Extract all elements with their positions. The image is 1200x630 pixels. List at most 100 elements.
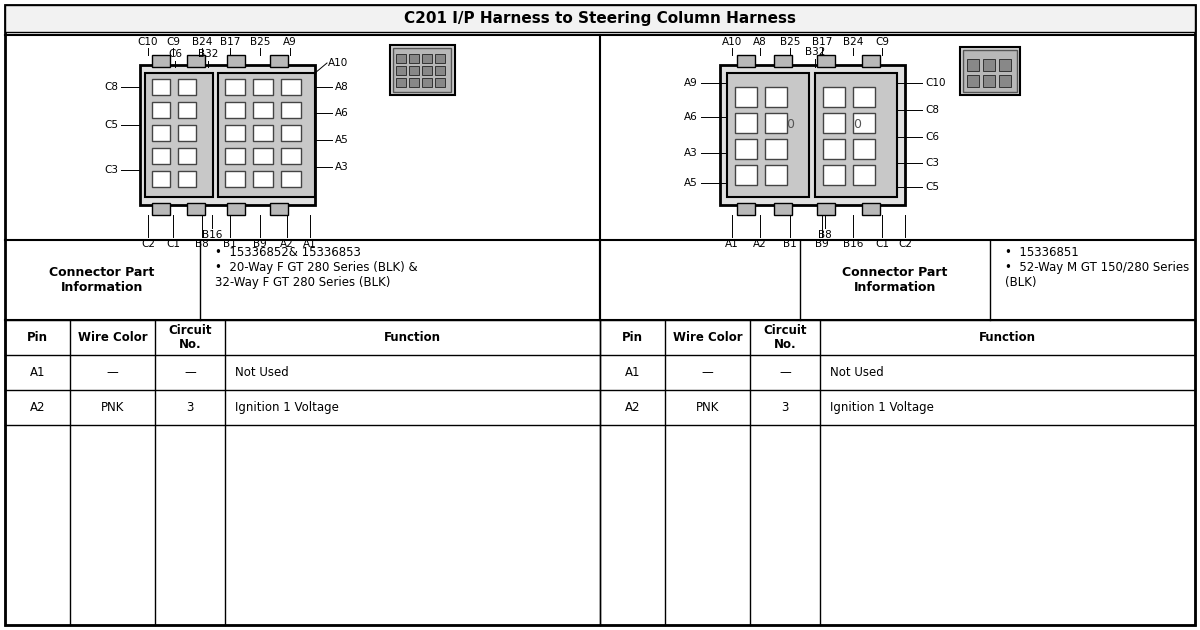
Text: A1: A1 <box>625 366 641 379</box>
Bar <box>281 148 301 164</box>
Bar <box>152 55 170 67</box>
Text: —: — <box>107 366 119 379</box>
Bar <box>766 87 787 107</box>
Text: C1: C1 <box>875 239 889 249</box>
Text: —: — <box>779 366 791 379</box>
Text: A1: A1 <box>304 239 317 249</box>
Bar <box>422 78 432 87</box>
Text: Function: Function <box>979 331 1036 344</box>
Bar <box>253 125 274 141</box>
Text: PNK: PNK <box>101 401 124 414</box>
Bar <box>817 203 835 215</box>
Bar <box>152 203 170 215</box>
Text: B1: B1 <box>223 239 236 249</box>
Bar <box>187 55 205 67</box>
Text: B8: B8 <box>818 230 832 240</box>
Bar <box>853 87 875 107</box>
Bar <box>281 125 301 141</box>
Bar <box>734 113 757 133</box>
Bar <box>964 50 1018 92</box>
Bar <box>152 102 170 118</box>
Text: C3: C3 <box>925 158 940 168</box>
Text: A9: A9 <box>283 37 296 47</box>
Text: C201 I/P Harness to Steering Column Harness: C201 I/P Harness to Steering Column Harn… <box>404 11 796 26</box>
Text: C5: C5 <box>104 120 118 130</box>
Bar <box>226 171 245 187</box>
Text: A5: A5 <box>335 135 349 145</box>
Bar <box>281 171 301 187</box>
Bar <box>853 165 875 185</box>
Text: C2: C2 <box>142 239 155 249</box>
Bar <box>390 45 455 95</box>
Text: A2: A2 <box>30 401 46 414</box>
Text: Not Used: Not Used <box>830 366 883 379</box>
Text: A10: A10 <box>328 58 348 68</box>
Text: A1: A1 <box>725 239 739 249</box>
Text: B32: B32 <box>805 47 826 57</box>
Text: A8: A8 <box>335 82 349 92</box>
Bar <box>152 79 170 95</box>
Bar <box>253 148 274 164</box>
Text: 0: 0 <box>853 118 862 132</box>
Text: A9: A9 <box>684 78 698 88</box>
Bar <box>720 65 905 205</box>
Text: PNK: PNK <box>696 401 719 414</box>
Bar <box>422 54 432 63</box>
Bar <box>967 75 979 87</box>
Bar <box>178 148 196 164</box>
Bar <box>853 139 875 159</box>
Bar <box>727 73 809 197</box>
Bar <box>862 203 880 215</box>
Bar <box>774 203 792 215</box>
Text: C10: C10 <box>925 78 946 88</box>
Bar <box>152 125 170 141</box>
Text: B17: B17 <box>220 37 240 47</box>
Bar <box>737 55 755 67</box>
Text: Not Used: Not Used <box>235 366 289 379</box>
Bar <box>815 73 898 197</box>
Bar <box>734 139 757 159</box>
Bar <box>394 48 451 92</box>
Text: A2: A2 <box>625 401 641 414</box>
Bar <box>436 66 445 75</box>
Bar <box>281 79 301 95</box>
Bar <box>823 87 845 107</box>
Bar <box>227 55 245 67</box>
Bar <box>226 148 245 164</box>
Text: B24: B24 <box>842 37 863 47</box>
Bar <box>152 148 170 164</box>
Text: •  15336851: • 15336851 <box>1006 246 1079 258</box>
Bar <box>226 102 245 118</box>
Bar <box>226 125 245 141</box>
Bar <box>226 79 245 95</box>
Bar <box>766 139 787 159</box>
Text: Pin: Pin <box>28 331 48 344</box>
Bar <box>817 55 835 67</box>
Bar <box>734 165 757 185</box>
Text: A2: A2 <box>280 239 294 249</box>
Bar <box>253 102 274 118</box>
Bar <box>983 75 995 87</box>
Bar <box>422 66 432 75</box>
Bar <box>178 125 196 141</box>
Text: Ignition 1 Voltage: Ignition 1 Voltage <box>830 401 934 414</box>
Text: B16: B16 <box>842 239 863 249</box>
Text: B8: B8 <box>196 239 209 249</box>
Bar <box>187 203 205 215</box>
Text: A5: A5 <box>684 178 698 188</box>
Bar <box>396 78 406 87</box>
Bar <box>737 203 755 215</box>
Bar <box>218 73 314 197</box>
Text: B16: B16 <box>202 230 222 240</box>
Bar <box>853 113 875 133</box>
Text: —: — <box>184 366 196 379</box>
Text: Connector Part
Information: Connector Part Information <box>49 266 155 294</box>
Text: 3: 3 <box>186 401 193 414</box>
Text: C6: C6 <box>925 132 940 142</box>
Text: A1: A1 <box>30 366 46 379</box>
Text: B17: B17 <box>812 37 832 47</box>
Text: B9: B9 <box>815 239 829 249</box>
Bar <box>152 171 170 187</box>
Text: Circuit
No.: Circuit No. <box>168 323 211 352</box>
Bar <box>145 73 214 197</box>
